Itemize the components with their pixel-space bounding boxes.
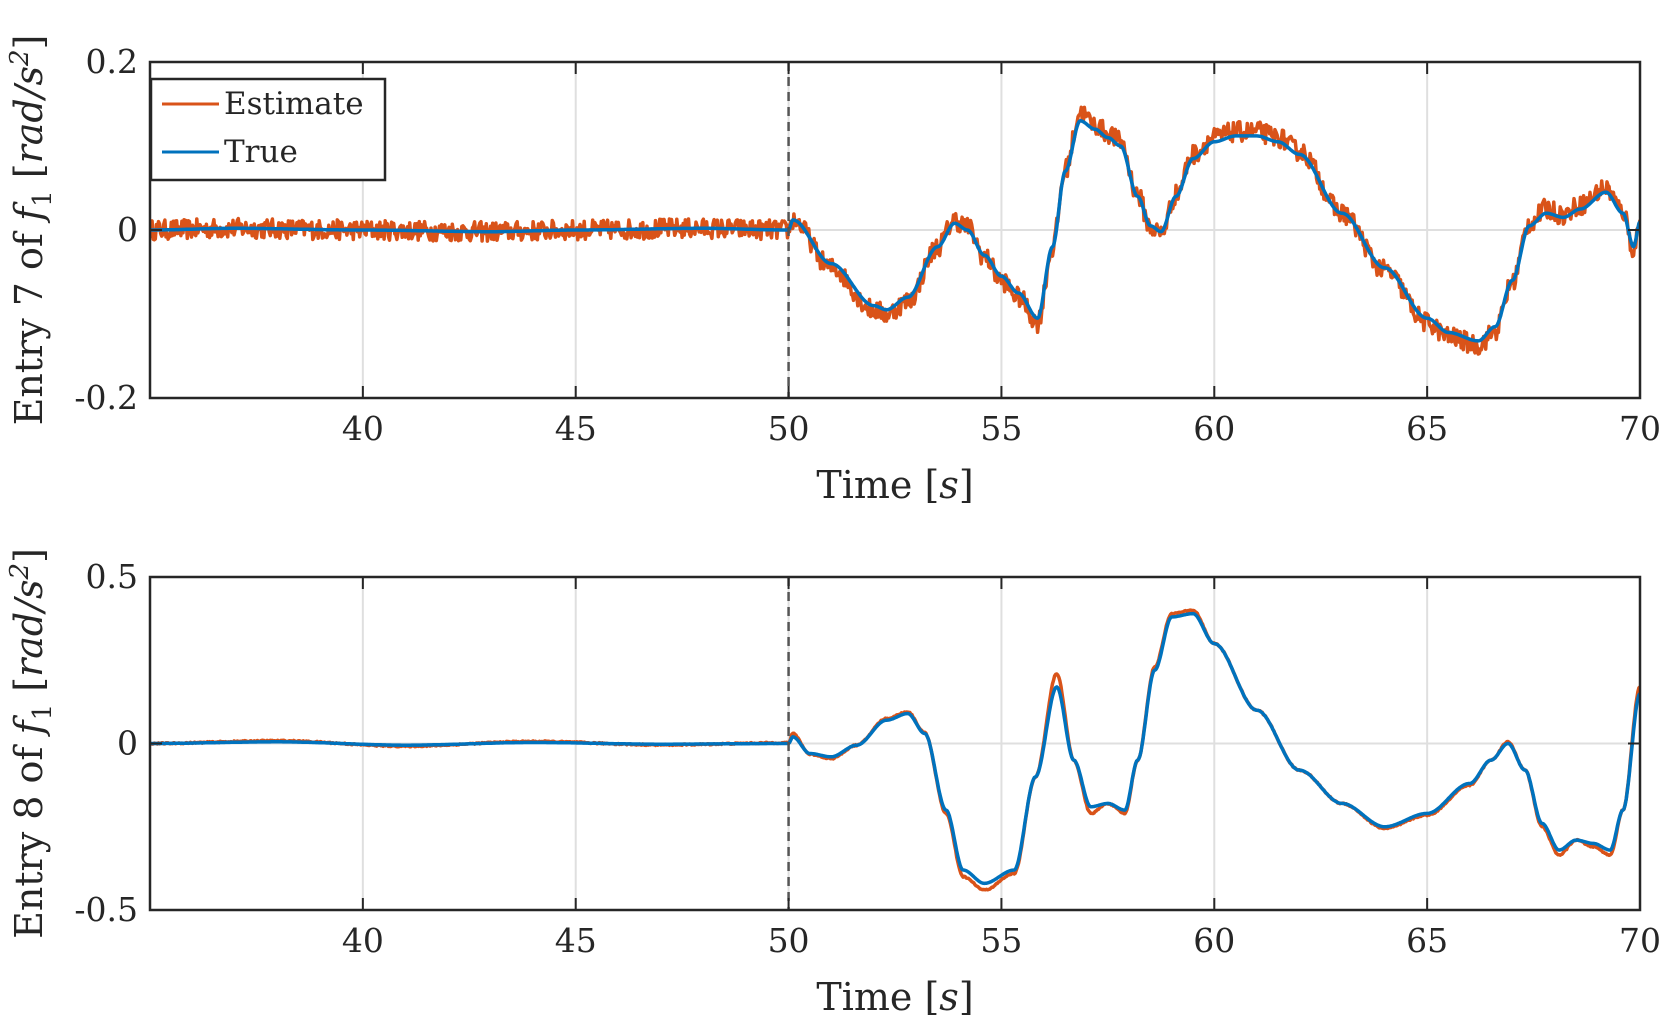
entry7-axes: 40 45 50 55 60 65 70 -0.2 0 0.2 Time [s] Entry 7 … bbox=[5, 35, 1661, 507]
entry7-series bbox=[150, 105, 1640, 356]
entry7-ticks: 40 45 50 55 60 65 70 -0.2 0 0.2 bbox=[74, 42, 1661, 448]
entry8-xtick-label-70: 70 bbox=[1619, 921, 1661, 960]
entry8-true-line bbox=[150, 611, 1640, 886]
entry8-xtick-label-60: 60 bbox=[1193, 921, 1235, 960]
entry8-xtick-label-65: 65 bbox=[1406, 921, 1448, 960]
entry7-xtick-label-65: 65 bbox=[1406, 409, 1448, 448]
entry8-ytick-label-1: 0 bbox=[117, 724, 138, 763]
entry7-ytick-label-1: 0 bbox=[117, 210, 138, 249]
entry7-xtick-label-70: 70 bbox=[1619, 409, 1661, 448]
entry7-ytick-label-2: 0.2 bbox=[86, 42, 138, 81]
entry8-series bbox=[150, 608, 1640, 892]
entry8-estimate-line bbox=[150, 608, 1640, 892]
legend-true-label: True bbox=[224, 134, 298, 170]
entry8-xtick-label-45: 45 bbox=[555, 921, 597, 960]
entry8-ylabel: Entry 8 of f1 [rad/s2] bbox=[5, 548, 58, 939]
entry7-xtick-label-60: 60 bbox=[1193, 409, 1235, 448]
entry8-xlabel: Time [s] bbox=[816, 975, 973, 1019]
entry7-xtick-label-40: 40 bbox=[342, 409, 384, 448]
entry7-xlabel: Time [s] bbox=[816, 463, 973, 507]
entry8-axes: 40 45 50 55 60 65 70 -0.5 0 0.5 Time [s] Entry 8 … bbox=[5, 548, 1661, 1019]
entry7-xtick-label-55: 55 bbox=[980, 409, 1022, 448]
entry8-ticks: 40 45 50 55 60 65 70 -0.5 0 0.5 bbox=[74, 557, 1661, 960]
legend: Estimate True bbox=[149, 77, 387, 182]
entry8-xtick-label-55: 55 bbox=[980, 921, 1022, 960]
entry7-xtick-label-45: 45 bbox=[555, 409, 597, 448]
entry8-ytick-label-2: 0.5 bbox=[86, 557, 138, 596]
entry8-xtick-label-50: 50 bbox=[768, 921, 810, 960]
entry8-ytick-label-0: -0.5 bbox=[74, 890, 138, 929]
entry7-true-line bbox=[150, 119, 1640, 343]
entry7-ytick-label-0: -0.2 bbox=[74, 378, 138, 417]
entry7-ylabel: Entry 7 of f1 [rad/s2] bbox=[5, 35, 58, 426]
legend-box bbox=[149, 77, 387, 182]
entry7-xtick-label-50: 50 bbox=[768, 409, 810, 448]
legend-estimate-label: Estimate bbox=[224, 86, 364, 122]
entry8-xtick-label-40: 40 bbox=[342, 921, 384, 960]
